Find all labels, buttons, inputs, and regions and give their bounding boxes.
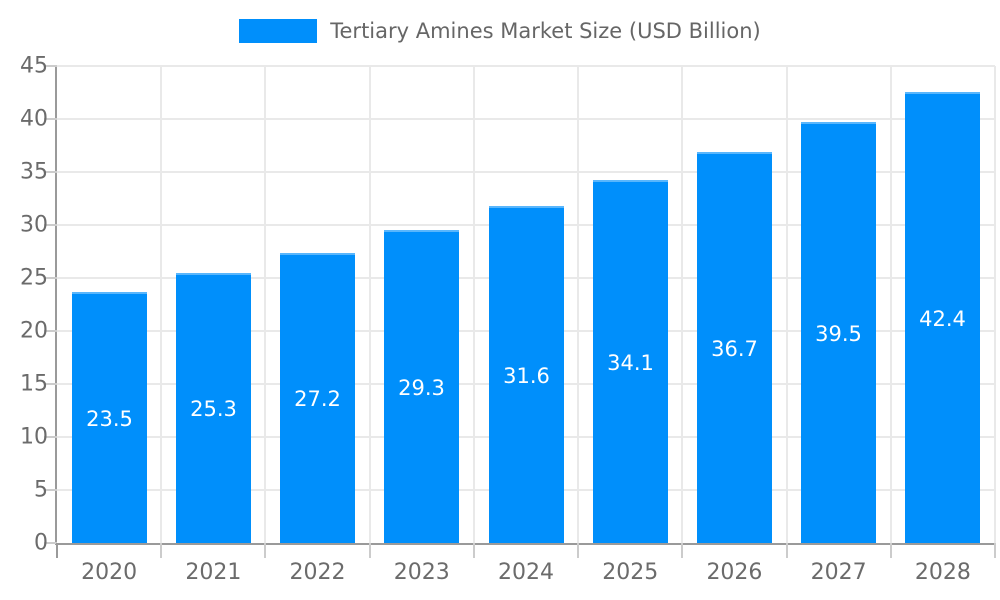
- y-tick-mark: [44, 277, 57, 279]
- bar-value-label: 42.4: [919, 306, 966, 331]
- x-axis-tick-label: 2024: [498, 560, 554, 585]
- x-axis-tick-label: 2021: [185, 560, 242, 585]
- x-axis-tick-label: 2023: [393, 560, 450, 585]
- x-gridline: [785, 66, 788, 543]
- y-tick-mark: [44, 542, 57, 544]
- bar[interactable]: 31.6: [489, 206, 564, 543]
- bar-value-label: 29.3: [398, 375, 445, 400]
- x-tick-mark: [681, 543, 684, 558]
- bar[interactable]: 23.5: [72, 292, 147, 543]
- y-tick-mark: [44, 65, 57, 67]
- x-gridline: [368, 66, 371, 543]
- x-axis-tick-label: 2027: [810, 560, 867, 585]
- x-gridline: [472, 66, 475, 543]
- plot-area: 23.5 25.3 27.2 29.3 31.6 34.1 36.7 39.5 42.4: [57, 65, 996, 543]
- y-gridline: [57, 171, 995, 173]
- x-tick-mark: [56, 543, 58, 558]
- y-axis-tick-label: 10: [20, 424, 48, 450]
- bar-value-label: 23.5: [86, 406, 133, 431]
- bar-value-label: 31.6: [503, 363, 550, 388]
- x-tick-mark: [264, 543, 267, 558]
- bar-value-label: 36.7: [711, 336, 758, 361]
- x-gridline: [681, 66, 684, 543]
- x-axis-line: [55, 543, 995, 545]
- bar-value-label: 39.5: [815, 321, 862, 346]
- bar[interactable]: 39.5: [801, 122, 876, 543]
- y-tick-mark: [44, 224, 57, 226]
- x-axis-tick-label: 2025: [602, 560, 659, 585]
- bar-value-label: 25.3: [190, 397, 237, 421]
- x-tick-mark: [889, 543, 892, 558]
- bar[interactable]: 29.3: [384, 230, 459, 543]
- y-tick-mark: [44, 436, 57, 438]
- legend-label: Tertiary Amines Market Size (USD Billion…: [330, 19, 761, 43]
- y-axis-tick-label: 15: [20, 371, 48, 397]
- x-axis-tick-label: 2026: [706, 560, 763, 585]
- y-axis-tick-label: 25: [20, 265, 48, 291]
- y-axis-tick-label: 45: [20, 53, 48, 79]
- y-tick-mark: [44, 383, 57, 385]
- x-tick-mark: [160, 543, 163, 558]
- legend-item[interactable]: Tertiary Amines Market Size (USD Billion…: [0, 19, 1000, 43]
- y-tick-mark: [44, 171, 57, 173]
- x-gridline: [994, 66, 996, 543]
- bar[interactable]: 36.7: [697, 152, 772, 543]
- y-tick-mark: [44, 330, 57, 332]
- bar-value-label: 27.2: [294, 387, 341, 411]
- y-tick-mark: [44, 118, 57, 120]
- x-axis-tick-label: 2020: [81, 560, 138, 585]
- x-axis-tick-label: 2022: [289, 560, 346, 585]
- y-gridline: [57, 65, 995, 67]
- y-axis-tick-label: 35: [20, 159, 48, 185]
- x-tick-mark: [994, 543, 996, 558]
- x-tick-mark: [368, 543, 371, 558]
- x-gridline: [889, 66, 892, 543]
- y-gridline: [57, 118, 995, 120]
- bar[interactable]: 34.1: [593, 180, 668, 543]
- bar-value-label: 34.1: [607, 350, 654, 375]
- x-gridline: [160, 66, 163, 543]
- legend-swatch: [239, 19, 318, 43]
- x-gridline: [577, 66, 580, 543]
- x-tick-mark: [472, 543, 475, 558]
- y-axis-tick-label: 0: [34, 530, 48, 556]
- y-tick-mark: [44, 489, 57, 491]
- bar[interactable]: 42.4: [905, 92, 980, 543]
- x-axis-tick-label: 2028: [914, 560, 971, 585]
- x-tick-mark: [785, 543, 788, 558]
- y-axis-tick-label: 30: [20, 212, 48, 238]
- y-axis-tick-label: 5: [34, 477, 48, 503]
- y-axis-line: [55, 66, 57, 545]
- y-axis-tick-label: 40: [20, 106, 48, 132]
- y-axis-tick-label: 20: [20, 318, 48, 344]
- bar[interactable]: 25.3: [176, 273, 251, 543]
- bar[interactable]: 27.2: [280, 253, 355, 543]
- x-tick-mark: [577, 543, 580, 558]
- x-gridline: [264, 66, 267, 543]
